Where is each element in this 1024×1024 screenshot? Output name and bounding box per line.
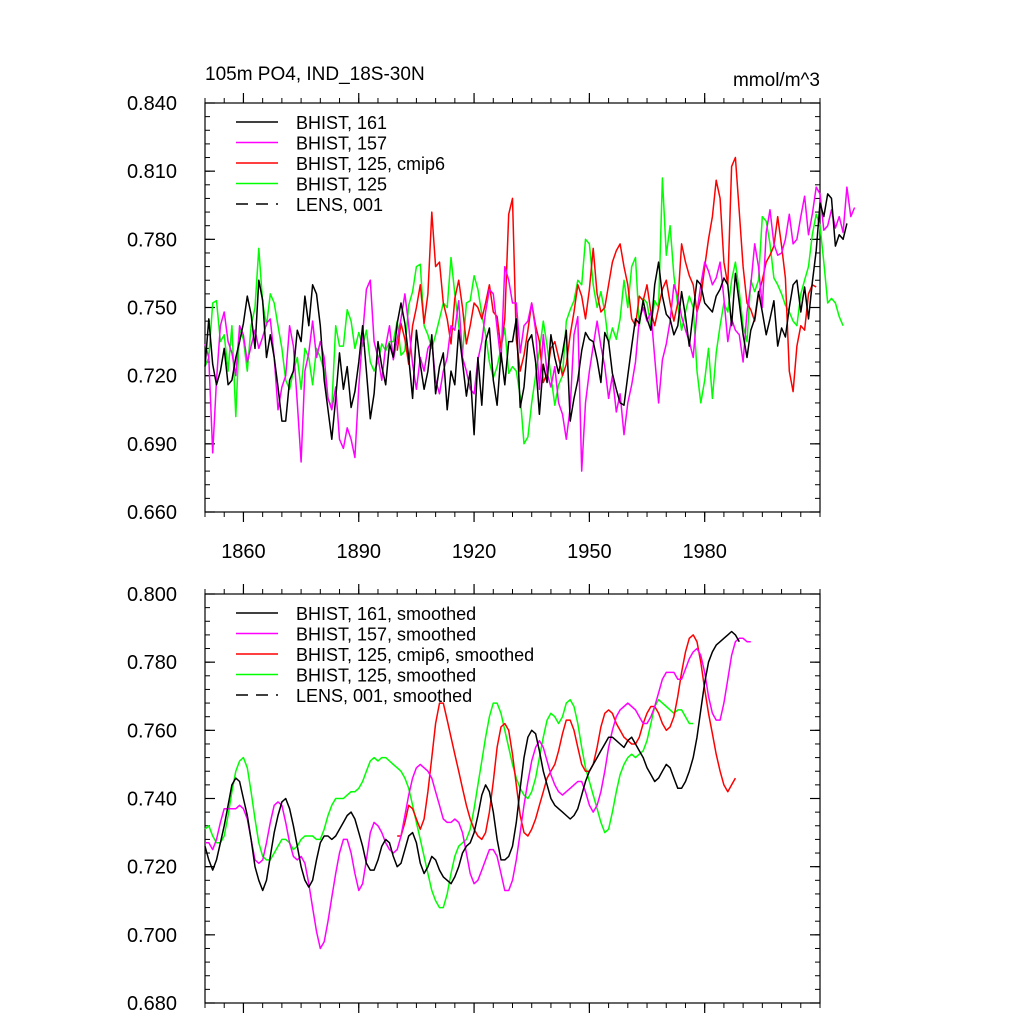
y-tick-label: 0.780	[127, 652, 177, 674]
legend-label: BHIST, 161	[296, 113, 387, 133]
top-axis-ticks: 0.660 0.690 0.720 0.750 0.780 0.810 0.840 1860 1…	[127, 93, 821, 563]
x-tick-label: 1950	[567, 541, 612, 563]
bottom-series-group	[204, 630, 751, 950]
series-line-bhist-161-smoothed	[204, 630, 740, 892]
y-tick-label: 0.750	[127, 298, 177, 320]
x-tick-label: 1890	[337, 541, 382, 563]
x-tick-label: 1980	[682, 541, 727, 563]
series-line-bhist-157-smoothed	[205, 637, 751, 950]
series-line-bhist-157	[204, 186, 856, 472]
top-series-group	[204, 156, 856, 472]
series-line-bhist-125-cmip6-smoothed	[397, 634, 737, 841]
y-tick-label: 0.720	[127, 857, 177, 879]
y-tick-label: 0.760	[127, 720, 177, 742]
legend-label: LENS, 001	[296, 195, 383, 215]
series-line-bhist-161	[204, 193, 848, 441]
legend-label: BHIST, 125, cmip6, smoothed	[296, 645, 534, 665]
legend-label: BHIST, 161, smoothed	[296, 604, 476, 624]
y-tick-label: 0.700	[127, 925, 177, 947]
y-tick-label: 0.840	[127, 93, 177, 115]
y-tick-label: 0.690	[127, 434, 177, 456]
bottom-panel: 0.680 0.700 0.720 0.740 0.760 0.780 0.800 BHIS…	[127, 584, 821, 1015]
legend-label: BHIST, 125, cmip6	[296, 154, 445, 174]
legend-label: BHIST, 157	[296, 134, 387, 154]
legend-label: LENS, 001, smoothed	[296, 686, 472, 706]
x-tick-label: 1860	[221, 541, 266, 563]
y-tick-label: 0.810	[127, 161, 177, 183]
y-tick-label: 0.720	[127, 366, 177, 388]
y-tick-label: 0.780	[127, 229, 177, 251]
y-tick-label: 0.660	[127, 502, 177, 524]
y-tick-label: 0.740	[127, 789, 177, 811]
series-line-bhist-125-smoothed	[204, 698, 694, 909]
top-panel-title: 105m PO4, IND_18S-30N	[205, 64, 425, 85]
legend-label: BHIST, 125, smoothed	[296, 666, 476, 686]
top-panel-units: mmol/m^3	[733, 70, 820, 91]
y-tick-label: 0.800	[127, 584, 177, 606]
series-line-bhist-125	[204, 177, 844, 445]
legend-label: BHIST, 157, smoothed	[296, 625, 476, 645]
legend-label: BHIST, 125	[296, 175, 387, 195]
x-tick-label: 1920	[452, 541, 497, 563]
bottom-axis-ticks: 0.680 0.700 0.720 0.740 0.760 0.780 0.800	[127, 584, 821, 1015]
top-panel: 105m PO4, IND_18S-30N mmol/m^3 0.660 0.69…	[127, 64, 856, 563]
series-line-bhist-125-cmip6	[396, 156, 817, 393]
y-tick-label: 0.680	[127, 993, 177, 1015]
